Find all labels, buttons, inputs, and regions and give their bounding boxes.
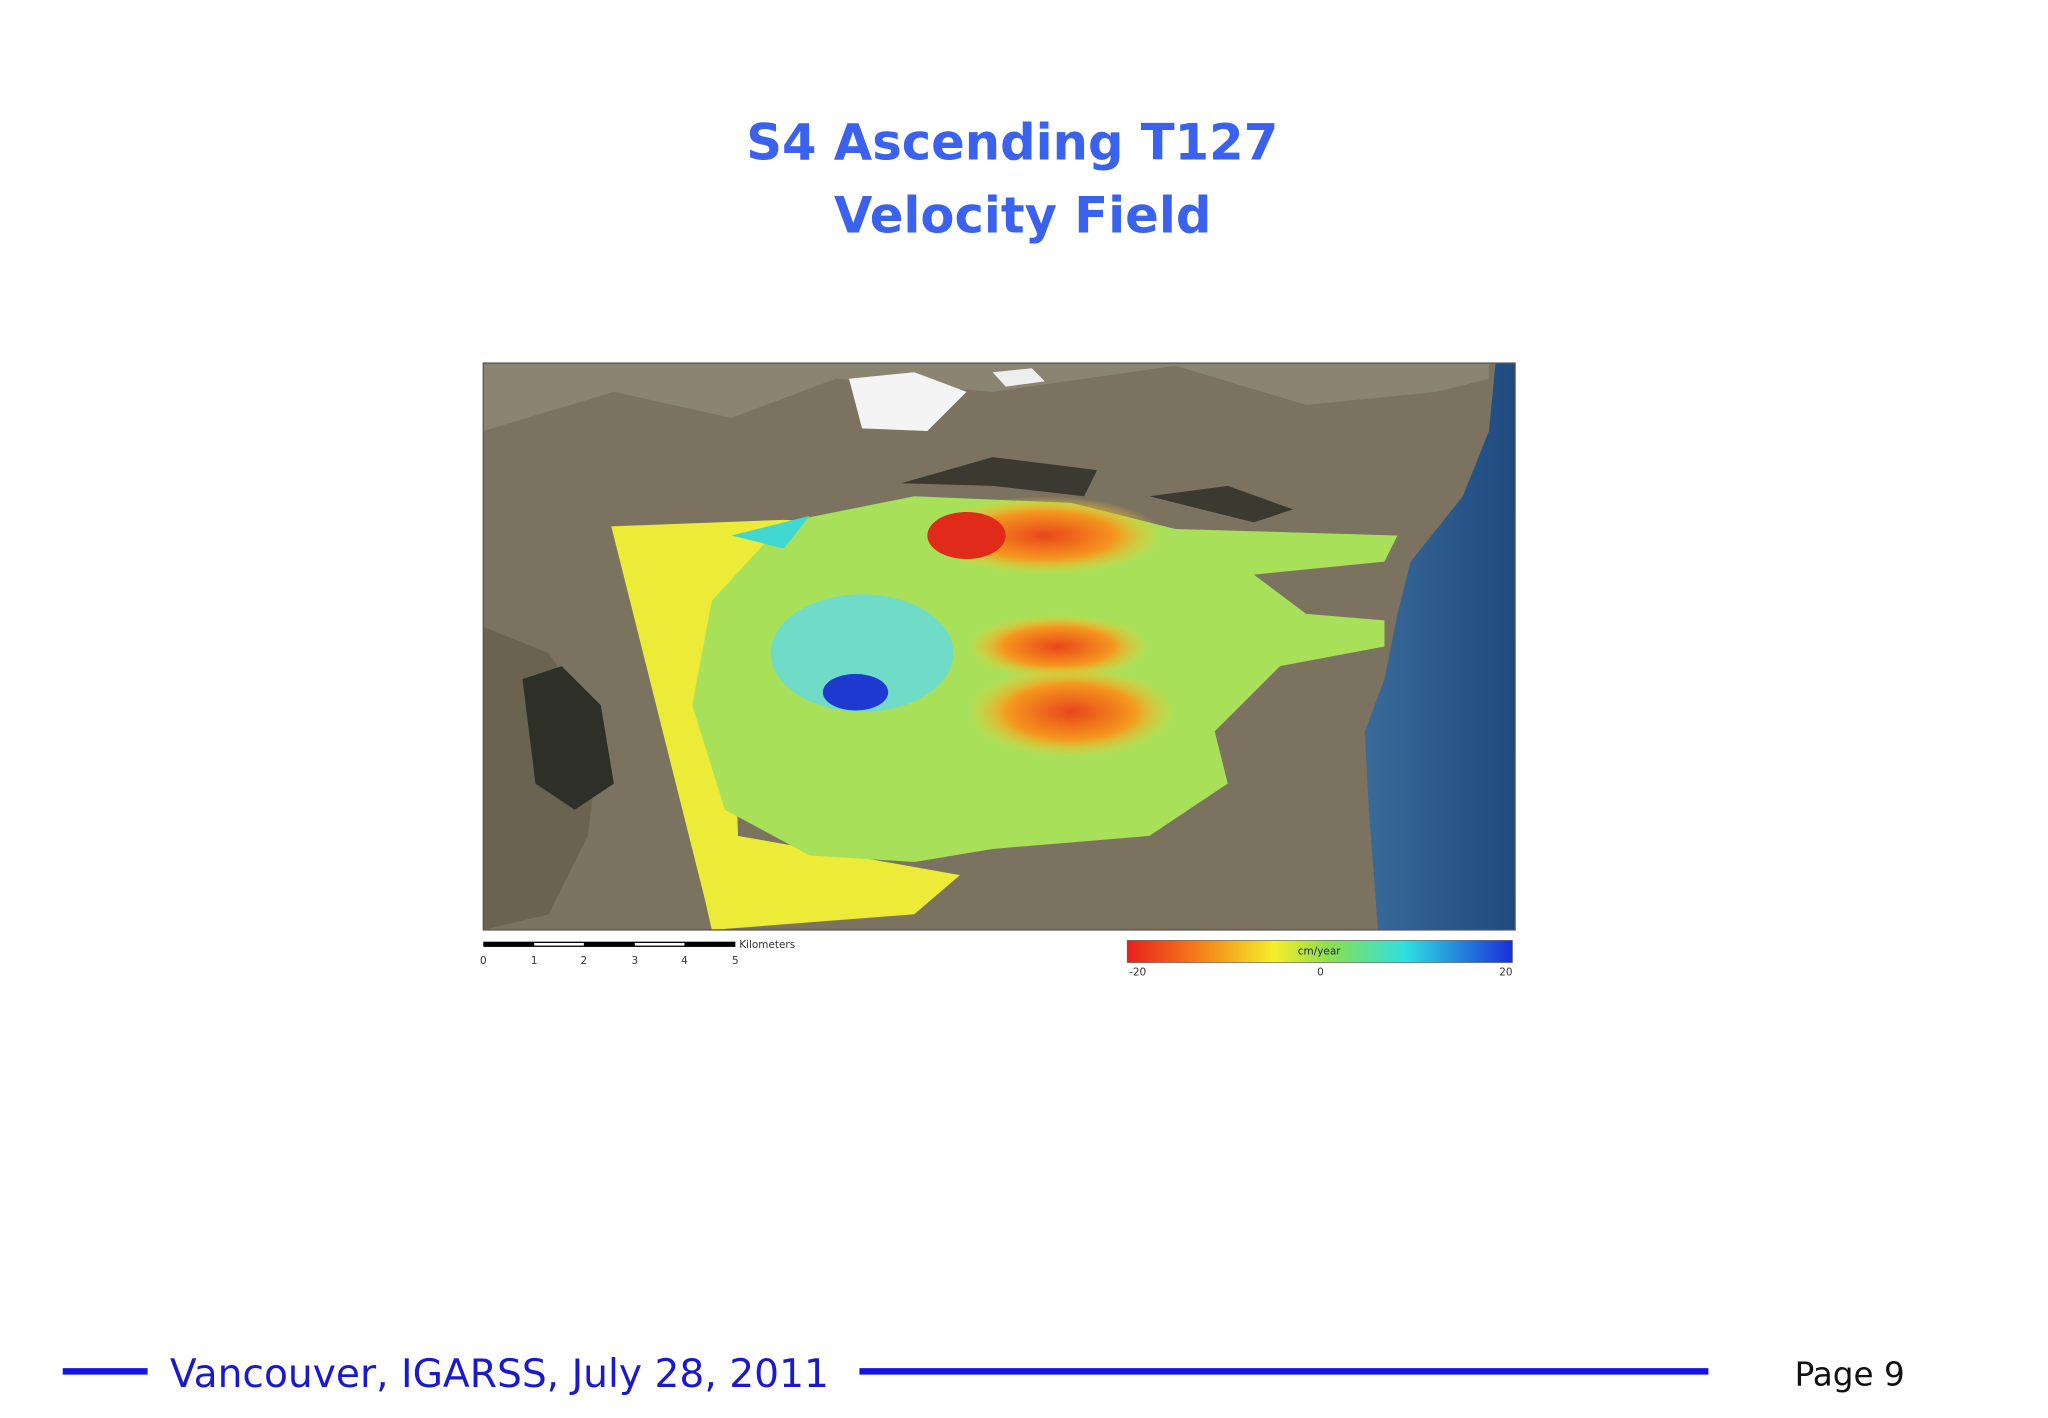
page-number: Page 9 [1795, 1356, 1905, 1394]
scale-label: 3 [631, 955, 638, 967]
color-bar: cm/year -20 0 20 [1126, 940, 1513, 979]
scale-unit: Kilometers [739, 939, 795, 951]
title-line-1: S4 Ascending T127 [746, 113, 1278, 171]
velocity-map [482, 362, 1516, 931]
scale-label: 1 [531, 955, 538, 967]
color-bar-label: 0 [1317, 967, 1324, 979]
scale-label: 0 [480, 955, 487, 967]
title-line-2: Velocity Field [834, 186, 1211, 244]
scale-label: 4 [681, 955, 688, 967]
scale-label: 2 [581, 955, 588, 967]
color-bar-label: 20 [1499, 967, 1512, 979]
color-bar-label: -20 [1129, 967, 1146, 979]
footer-venue: Vancouver, IGARSS, July 28, 2011 [170, 1352, 829, 1397]
scale-label: 5 [732, 955, 739, 967]
scale-bar: 0 1 2 3 4 5 Kilometers [480, 939, 795, 967]
color-bar-unit: cm/year [1298, 946, 1341, 958]
